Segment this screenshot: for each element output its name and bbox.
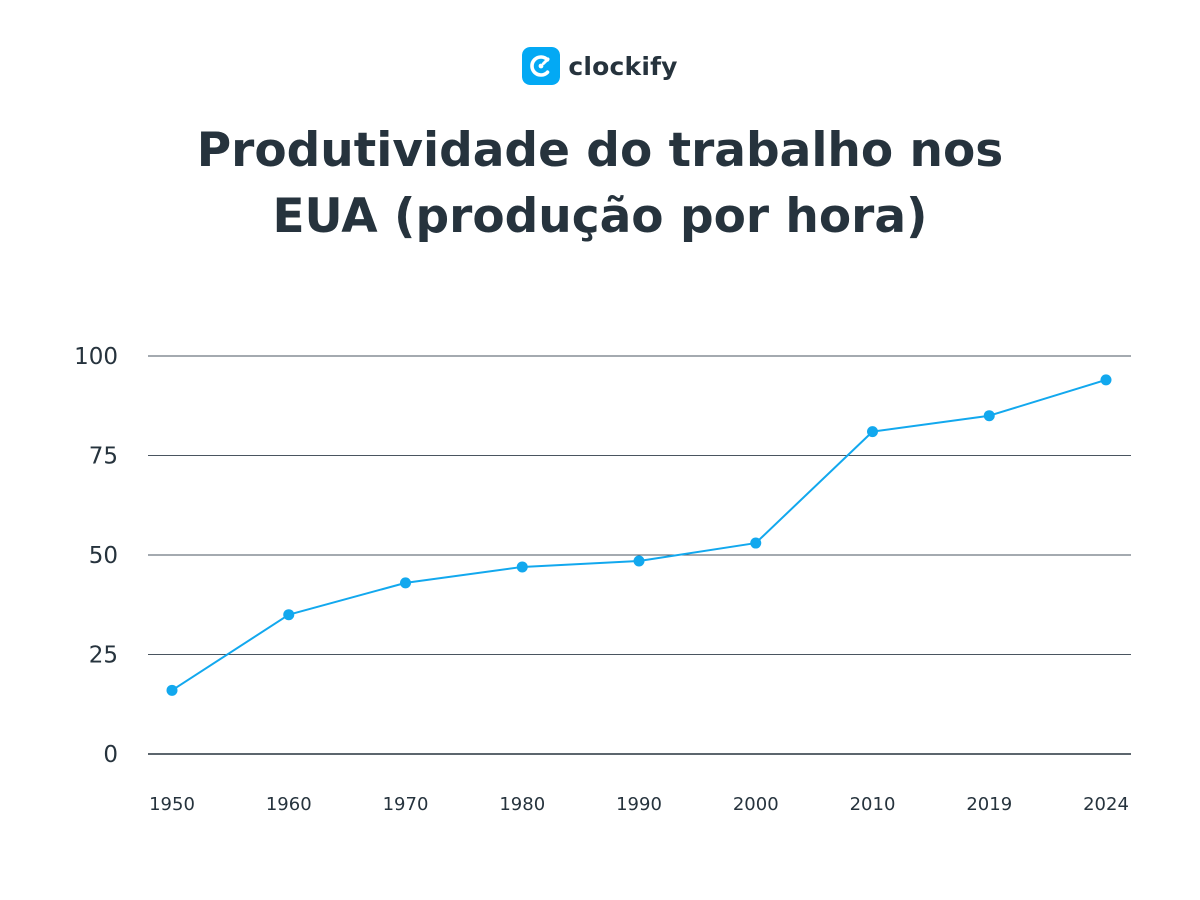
data-point: [166, 684, 178, 696]
data-point: [750, 537, 762, 549]
series-line: [171, 378, 1107, 692]
x-tick-label: 1960: [266, 794, 312, 815]
x-tick-label: 2010: [850, 794, 896, 815]
gridlines: [148, 355, 1131, 755]
data-point: [867, 426, 878, 438]
series-line-path: [171, 378, 1107, 692]
data-point: [516, 561, 528, 573]
brand-header: clockify: [0, 46, 1200, 86]
clockify-logo-icon: [522, 47, 561, 85]
chart-title-line-2: EUA (produção por hora): [272, 189, 928, 244]
x-axis-tick-labels: 1950 1960 1970 1980 1990 2000 2010 2019 2024: [149, 794, 1129, 815]
x-tick-label: 2019: [966, 794, 1012, 815]
x-tick-label: 2024: [1083, 794, 1129, 815]
data-point: [633, 555, 645, 567]
y-axis-tick-labels: 0 25 50 75 100: [74, 344, 118, 768]
data-point: [400, 577, 411, 589]
data-points: [166, 374, 1112, 696]
x-tick-label: 1980: [499, 794, 545, 815]
y-tick-label: 25: [89, 643, 118, 669]
x-tick-label: 1990: [616, 794, 662, 815]
y-tick-label: 0: [103, 742, 118, 768]
brand-name: clockify: [568, 51, 678, 81]
data-point: [283, 609, 295, 621]
chart-title: Produtividade do trabalho nos EUA (produ…: [0, 118, 1200, 250]
data-point: [983, 410, 995, 422]
chart-title-line-1: Produtividade do trabalho nos: [196, 123, 1004, 178]
data-point: [1100, 374, 1112, 386]
x-tick-label: 1950: [149, 794, 195, 815]
y-tick-label: 50: [89, 543, 118, 569]
x-tick-label: 1970: [383, 794, 429, 815]
x-tick-label: 2000: [733, 794, 779, 815]
y-tick-label: 75: [89, 444, 118, 470]
y-tick-label: 100: [74, 344, 118, 370]
